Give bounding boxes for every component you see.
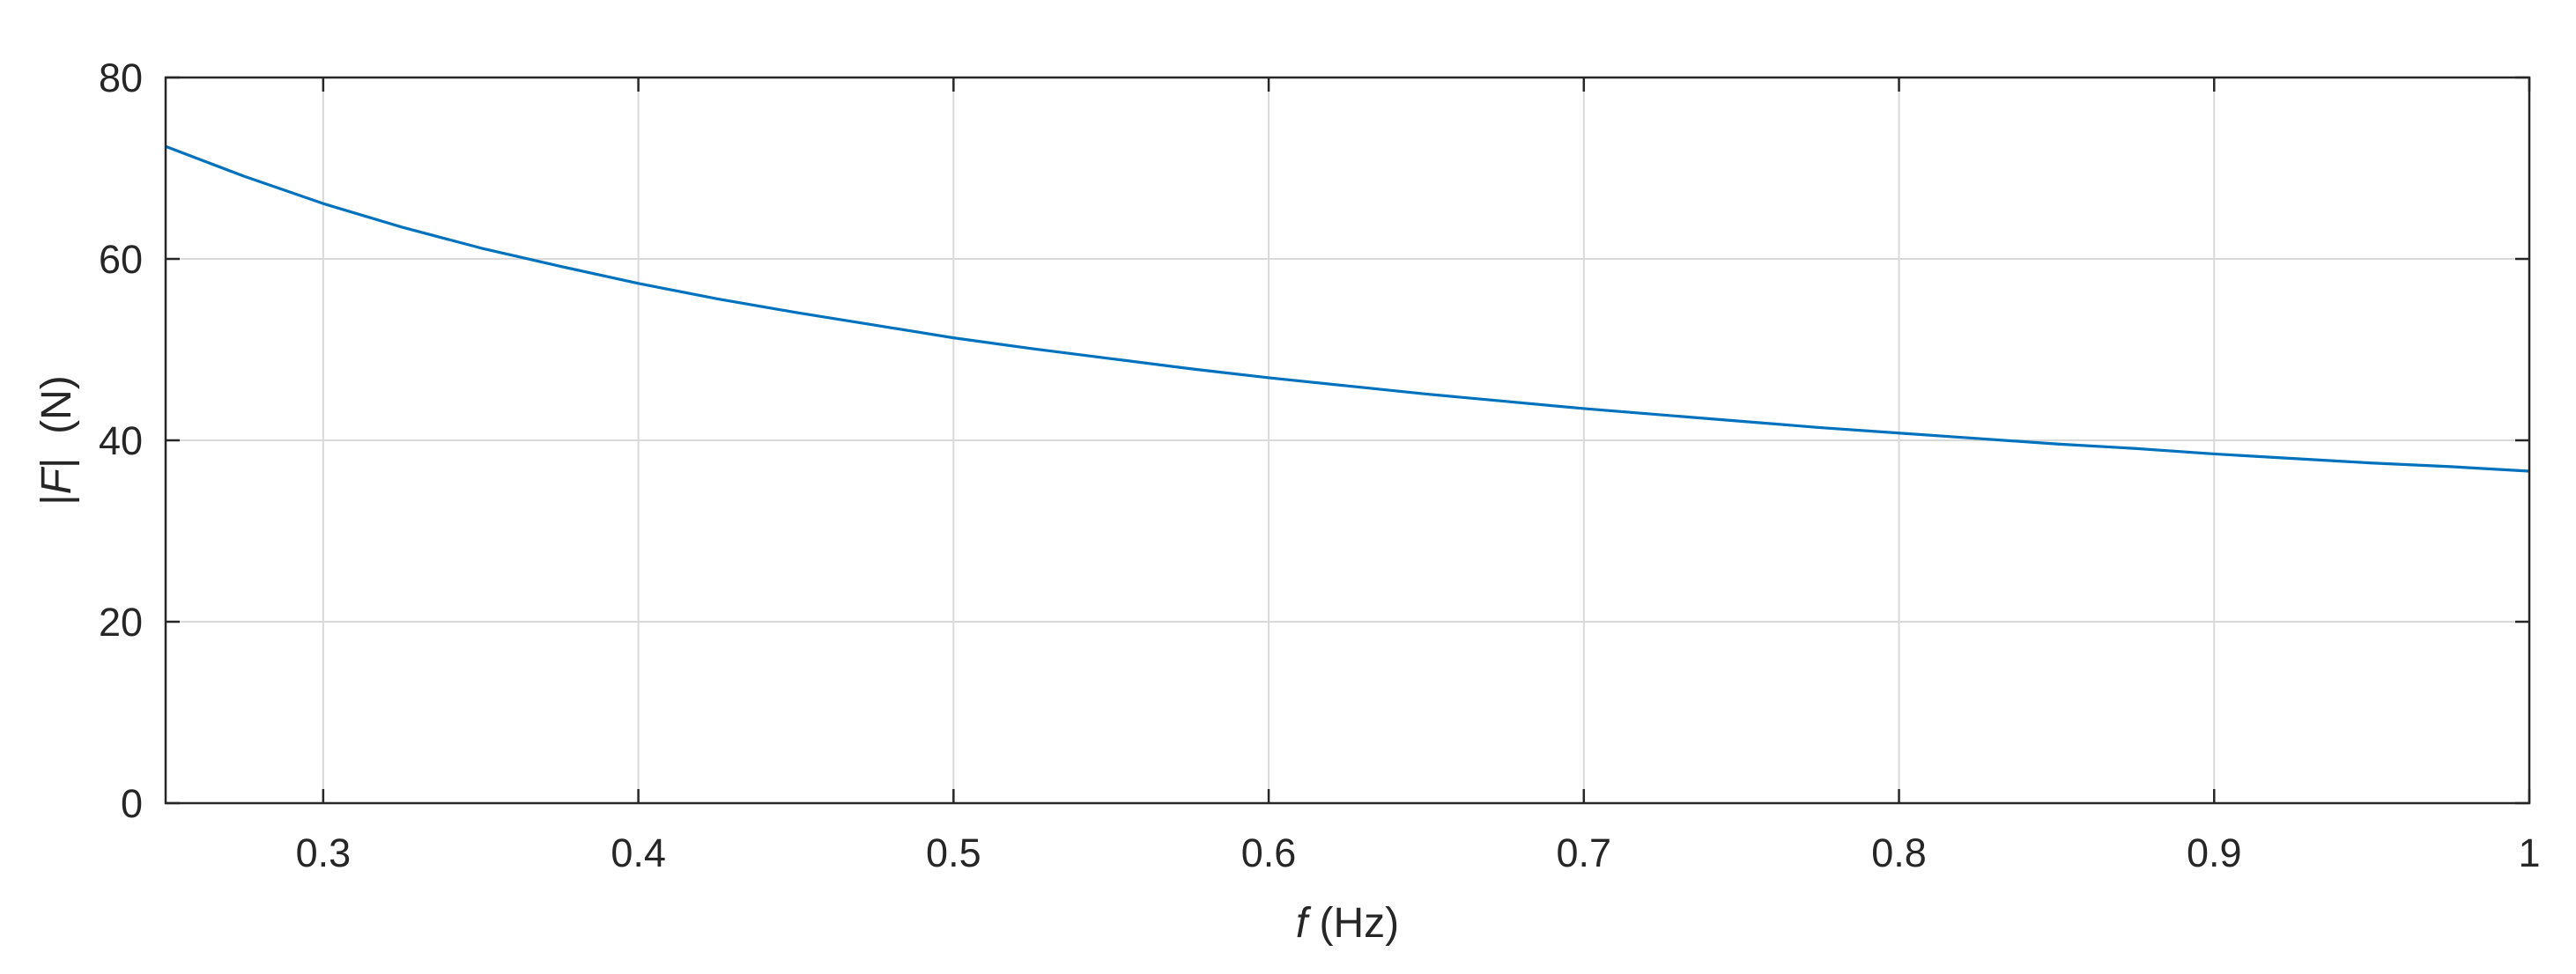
x-tick-labels: 0.3 0.4 0.5 0.6 0.7 0.8 0.9 1 <box>296 830 2541 875</box>
y-axis-label-symbol: F <box>33 466 80 494</box>
y-axis-label-unit: | (N) <box>33 375 80 469</box>
x-tick-label: 0.3 <box>296 830 352 875</box>
x-tick-label: 0.5 <box>926 830 981 875</box>
y-tick-label: 40 <box>99 418 143 463</box>
y-axis-label-open-bar: | <box>33 494 80 505</box>
series-line <box>165 144 2530 473</box>
y-tick-label: 60 <box>99 237 143 282</box>
x-tick-label: 0.7 <box>1557 830 1612 875</box>
y-tick-labels: 0 20 40 60 80 <box>99 55 143 826</box>
x-tick-label: 0.6 <box>1241 830 1297 875</box>
y-tick-label: 80 <box>99 55 143 100</box>
x-tick-label: 1 <box>2518 830 2540 875</box>
y-tick-label: 20 <box>99 600 143 645</box>
x-tick-label: 0.9 <box>2187 830 2242 875</box>
series-layer <box>165 144 2530 473</box>
y-tick-label: 0 <box>121 781 143 826</box>
tick-marks <box>166 76 2531 805</box>
x-tick-label: 0.8 <box>1871 830 1927 875</box>
grid <box>166 77 2529 803</box>
y-axis-label: |F| (N) <box>33 375 80 505</box>
x-axis-label: f (Hz) <box>1296 900 1399 947</box>
x-axis-label-unit: (Hz) <box>1307 900 1399 947</box>
x-tick-label: 0.4 <box>611 830 666 875</box>
